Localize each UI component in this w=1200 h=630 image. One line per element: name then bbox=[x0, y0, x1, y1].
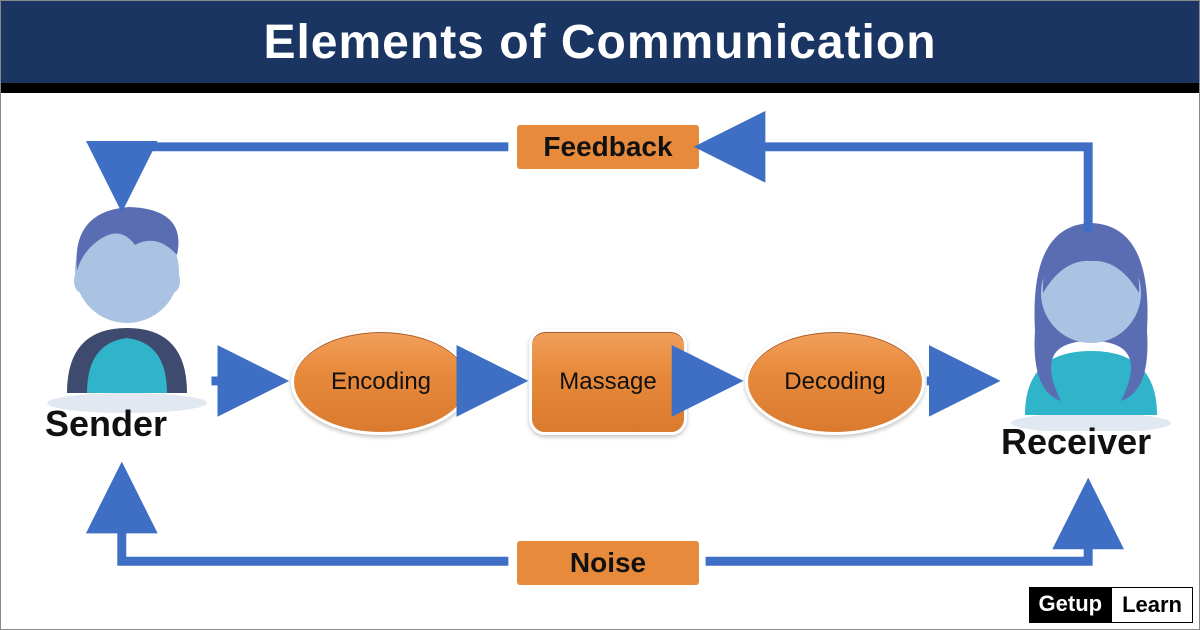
divider-bar bbox=[1, 83, 1199, 93]
message-label: Massage bbox=[559, 368, 656, 396]
encoding-label: Encoding bbox=[331, 368, 431, 396]
noise-node: Noise bbox=[517, 541, 699, 585]
encoding-node: Encoding bbox=[291, 329, 471, 435]
brand-logo: Getup Learn bbox=[1029, 587, 1193, 623]
communication-diagram: Sender Receiver Encoding Massage Decodin… bbox=[1, 93, 1199, 629]
sender-label: Sender bbox=[45, 403, 167, 445]
decoding-label: Decoding bbox=[784, 368, 885, 396]
message-node: Massage bbox=[529, 329, 687, 435]
receiver-label: Receiver bbox=[1001, 421, 1151, 463]
noise-label: Noise bbox=[570, 547, 646, 579]
feedback-node: Feedback bbox=[517, 125, 699, 169]
feedback-label: Feedback bbox=[543, 131, 672, 163]
sender-avatar bbox=[37, 183, 217, 418]
page-title: Elements of Communication bbox=[263, 15, 936, 70]
decoding-node: Decoding bbox=[745, 329, 925, 435]
receiver-avatar bbox=[1001, 201, 1181, 436]
logo-part2: Learn bbox=[1112, 587, 1193, 623]
logo-part1: Getup bbox=[1029, 587, 1113, 623]
header-banner: Elements of Communication bbox=[1, 1, 1199, 83]
